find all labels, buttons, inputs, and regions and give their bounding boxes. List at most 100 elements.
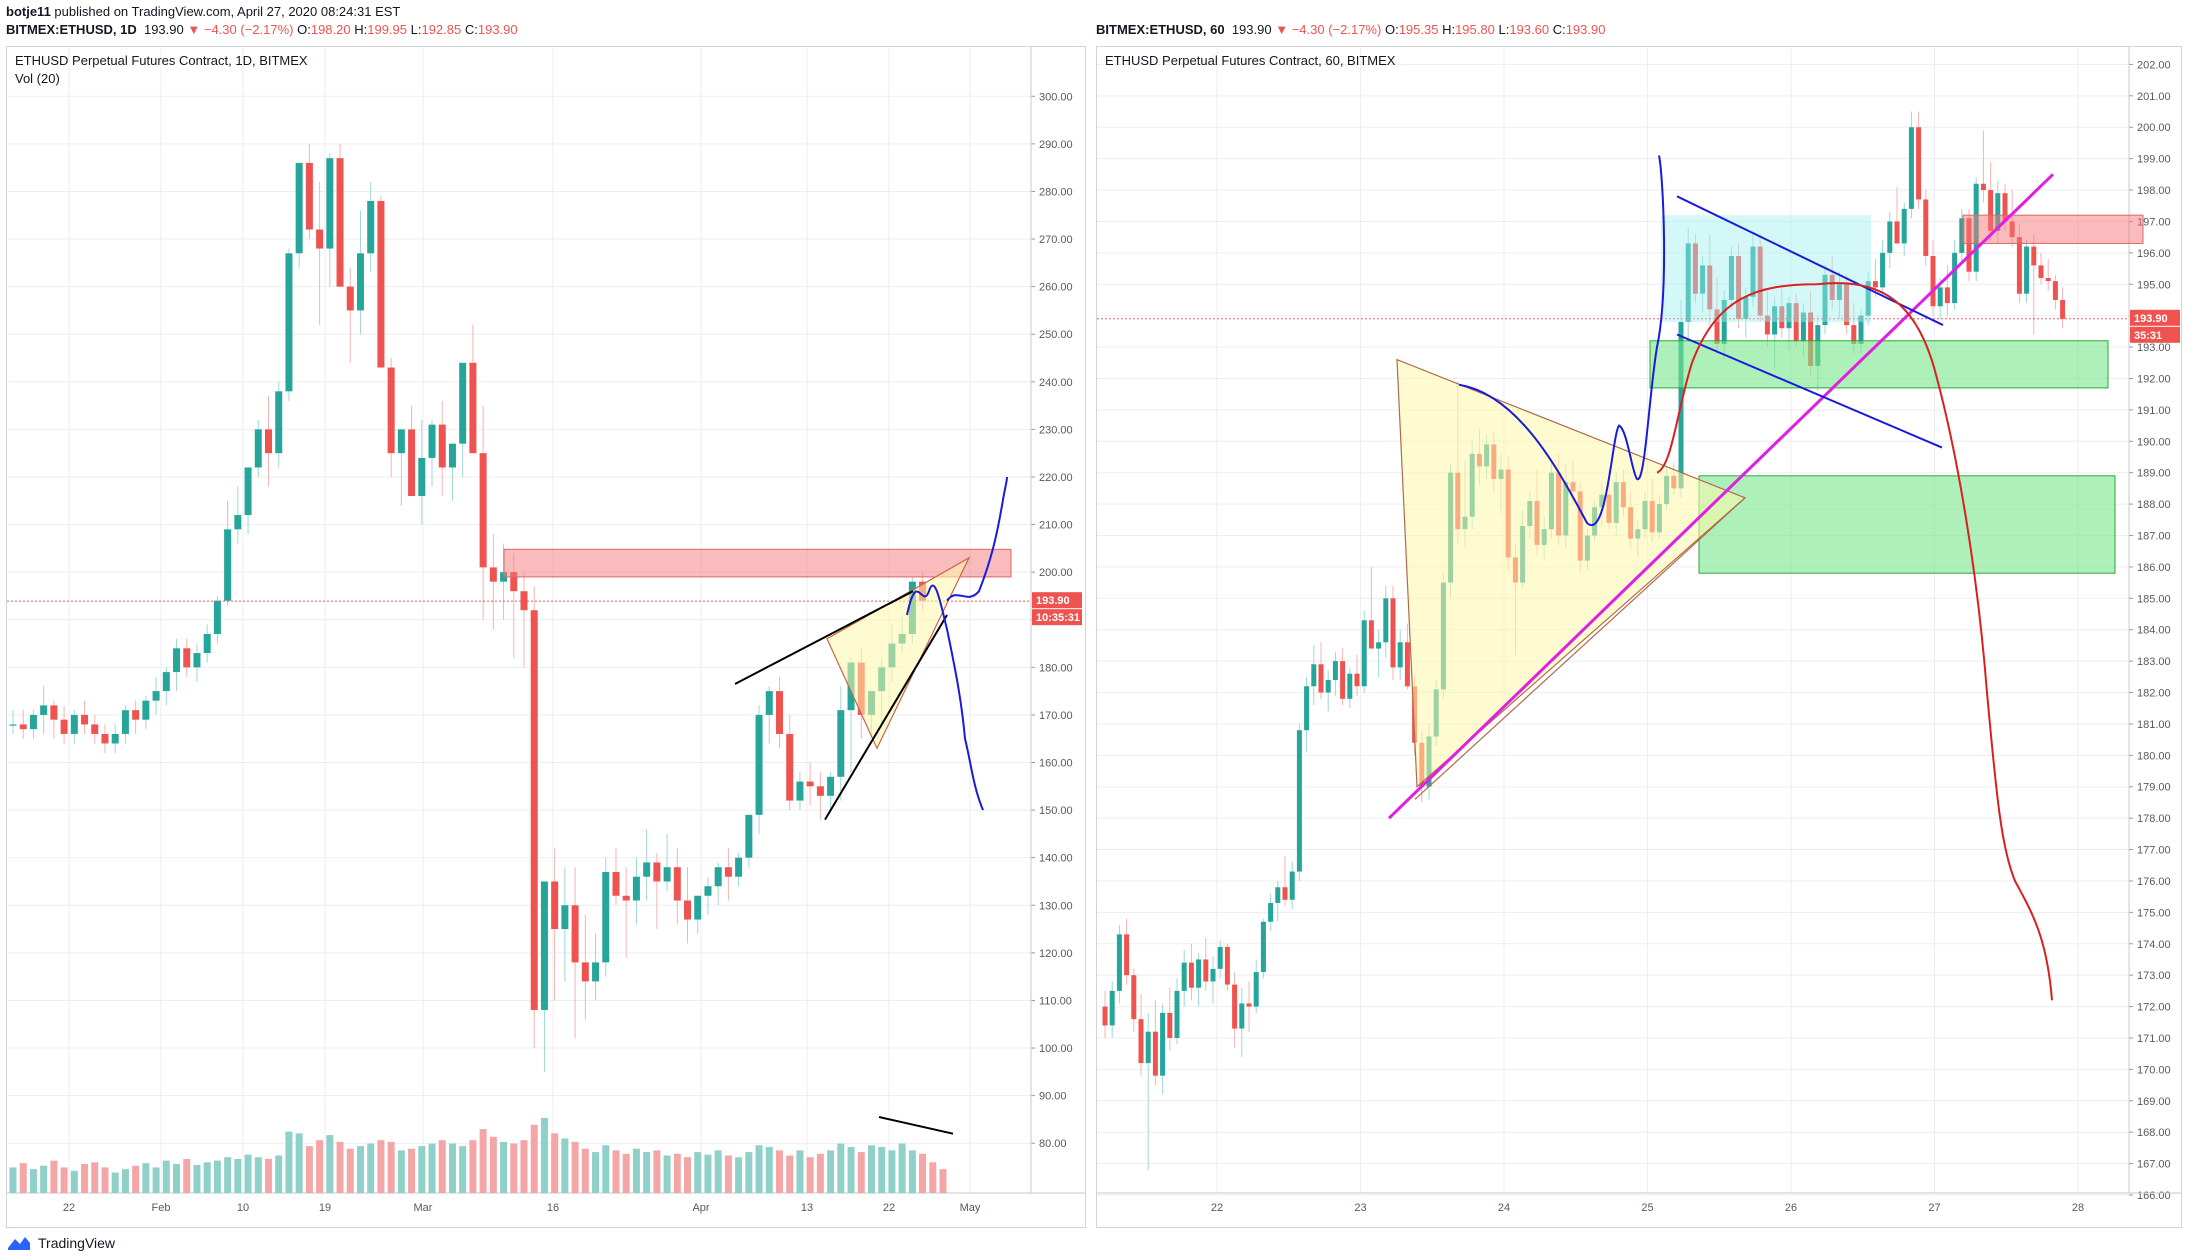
daily-volume-bar bbox=[704, 1154, 712, 1193]
daily-candle-body bbox=[448, 443, 456, 468]
hourly-candle-body bbox=[1138, 1019, 1144, 1064]
daily-volume-bar bbox=[786, 1155, 794, 1193]
support-zone-lower bbox=[1698, 475, 2116, 574]
channel-lower-line bbox=[1676, 333, 1943, 449]
daily-candle-body bbox=[530, 610, 538, 1010]
hourly-candle-body bbox=[1908, 127, 1914, 209]
daily-volume-bar bbox=[142, 1163, 150, 1193]
hourly-candle-body bbox=[1239, 1003, 1245, 1029]
hourly-y-tick-label: 185.00 bbox=[2137, 593, 2171, 605]
hourly-candle-body bbox=[1260, 921, 1266, 973]
hourly-candle-body bbox=[1282, 887, 1288, 900]
daily-volume-bar bbox=[919, 1153, 927, 1193]
daily-volume-bar bbox=[816, 1153, 824, 1193]
daily-volume-bar bbox=[305, 1146, 313, 1193]
projected-path-blue bbox=[1458, 155, 1666, 527]
hourly-candle-body bbox=[1116, 934, 1122, 991]
daily-candle-body bbox=[224, 529, 232, 601]
daily-volume-bar bbox=[265, 1158, 272, 1193]
daily-candle-body bbox=[70, 714, 78, 734]
hourly-candle-body bbox=[1829, 274, 1835, 300]
right-symbol[interactable]: BITMEX:ETHUSD, 60 bbox=[1096, 22, 1225, 37]
hourly-candle-body bbox=[1901, 208, 1907, 244]
hourly-candle-body bbox=[1124, 934, 1130, 976]
daily-y-tick-label: 180.00 bbox=[1039, 662, 1073, 674]
resistance-zone bbox=[503, 548, 1012, 578]
left-symbol[interactable]: BITMEX:ETHUSD, 1D bbox=[6, 22, 137, 37]
hourly-candle-body bbox=[1865, 281, 1871, 316]
hourly-y-tick-label: 196.00 bbox=[2137, 248, 2171, 260]
daily-chart-svg[interactable]: 300.00 290.00 280.00 270.00 260.00 250.00 240.… bbox=[7, 47, 1085, 1227]
daily-countdown-label: 10:35:31 bbox=[1036, 612, 1080, 624]
hourly-candle-body bbox=[1145, 1031, 1151, 1064]
daily-volume-bar bbox=[111, 1172, 119, 1193]
daily-candle-body bbox=[540, 881, 548, 1010]
daily-y-tick-label: 200.00 bbox=[1039, 567, 1073, 579]
left-open: 198.20 bbox=[310, 22, 351, 37]
hourly-candle-body bbox=[1268, 902, 1274, 922]
daily-candle-body bbox=[837, 710, 845, 777]
daily-candle-body bbox=[275, 391, 283, 454]
daily-y-tick-label: 290.00 bbox=[1039, 139, 1073, 151]
hourly-candle-body bbox=[1916, 127, 1922, 200]
daily-candle-body bbox=[91, 724, 99, 734]
hourly-candle-body bbox=[1332, 661, 1338, 680]
daily-candle-body bbox=[111, 733, 119, 744]
hourly-candle-body bbox=[1851, 325, 1857, 344]
daily-y-tick-label: 250.00 bbox=[1039, 329, 1073, 341]
hourly-y-tick-label: 170.00 bbox=[2137, 1064, 2171, 1076]
daily-candle-body bbox=[193, 653, 201, 668]
hourly-chart-svg[interactable]: 202.00 201.00 200.00 199.00 198.00 197.00 196.… bbox=[1097, 47, 2181, 1227]
hourly-candle-body bbox=[1296, 730, 1302, 872]
daily-candle-body bbox=[806, 781, 814, 787]
hourly-candle-body bbox=[2031, 246, 2037, 266]
hourly-y-tick-label: 189.00 bbox=[2137, 468, 2171, 480]
daily-volume-bar bbox=[60, 1167, 68, 1193]
hourly-candle-body bbox=[1109, 990, 1115, 1026]
daily-volume-bar bbox=[837, 1143, 845, 1193]
daily-candle-body bbox=[428, 424, 436, 458]
hourly-candle-body bbox=[1203, 959, 1209, 982]
hourly-candle-body bbox=[2060, 299, 2066, 319]
hourly-y-tick-label: 179.00 bbox=[2137, 782, 2171, 794]
daily-candle-body bbox=[9, 724, 17, 726]
hourly-y-tick-label: 195.00 bbox=[2137, 279, 2171, 291]
hourly-candle-body bbox=[1340, 661, 1346, 699]
daily-volume-bar bbox=[152, 1167, 160, 1193]
daily-volume-bar bbox=[724, 1155, 732, 1193]
hourly-candle-body bbox=[1772, 306, 1778, 335]
daily-candle-body bbox=[183, 648, 191, 668]
hourly-candle-body bbox=[1980, 183, 1986, 191]
daily-volume-bar bbox=[745, 1152, 753, 1193]
hourly-candle-body bbox=[1304, 686, 1310, 731]
hourly-candle-body bbox=[1196, 959, 1202, 988]
hourly-y-tick-label: 199.00 bbox=[2137, 154, 2171, 166]
rising-wedge-pattern bbox=[826, 556, 971, 750]
hourly-chart-panel[interactable]: 202.00 201.00 200.00 199.00 198.00 197.00 196.… bbox=[1096, 46, 2182, 1228]
daily-candle-body bbox=[316, 229, 324, 249]
daily-volume-bar bbox=[694, 1152, 702, 1193]
hourly-y-tick-label: 169.00 bbox=[2137, 1096, 2171, 1108]
daily-chart-panel[interactable]: 300.00 290.00 280.00 270.00 260.00 250.00 240.… bbox=[6, 46, 1086, 1228]
hourly-candle-body bbox=[1692, 243, 1698, 294]
left-price: 193.90 bbox=[143, 22, 184, 37]
daily-candle-body bbox=[489, 567, 497, 582]
hourly-y-tick-label: 198.00 bbox=[2137, 185, 2171, 197]
daily-volume-bar bbox=[571, 1141, 579, 1193]
hourly-candle-body bbox=[1318, 664, 1324, 693]
author-name[interactable]: botje11 bbox=[6, 4, 51, 19]
daily-volume-bar bbox=[19, 1163, 27, 1193]
daily-volume-bar bbox=[377, 1140, 385, 1193]
hourly-y-tick-label: 197.00 bbox=[2137, 216, 2171, 228]
daily-candle-body bbox=[684, 900, 692, 920]
daily-volume-bar bbox=[929, 1162, 937, 1193]
hourly-candle-body bbox=[1836, 284, 1842, 300]
daily-volume-bar bbox=[70, 1170, 78, 1193]
daily-volume-bar bbox=[397, 1150, 405, 1193]
hourly-candle-body bbox=[1952, 252, 1958, 304]
volume-indicator-label[interactable]: Vol (20) bbox=[15, 71, 60, 86]
daily-candle-body bbox=[786, 733, 794, 801]
down-arrow-icon: ▼ bbox=[1275, 22, 1289, 37]
tradingview-footer[interactable]: TradingView bbox=[6, 1234, 115, 1252]
hourly-countdown-bg bbox=[2130, 326, 2180, 343]
